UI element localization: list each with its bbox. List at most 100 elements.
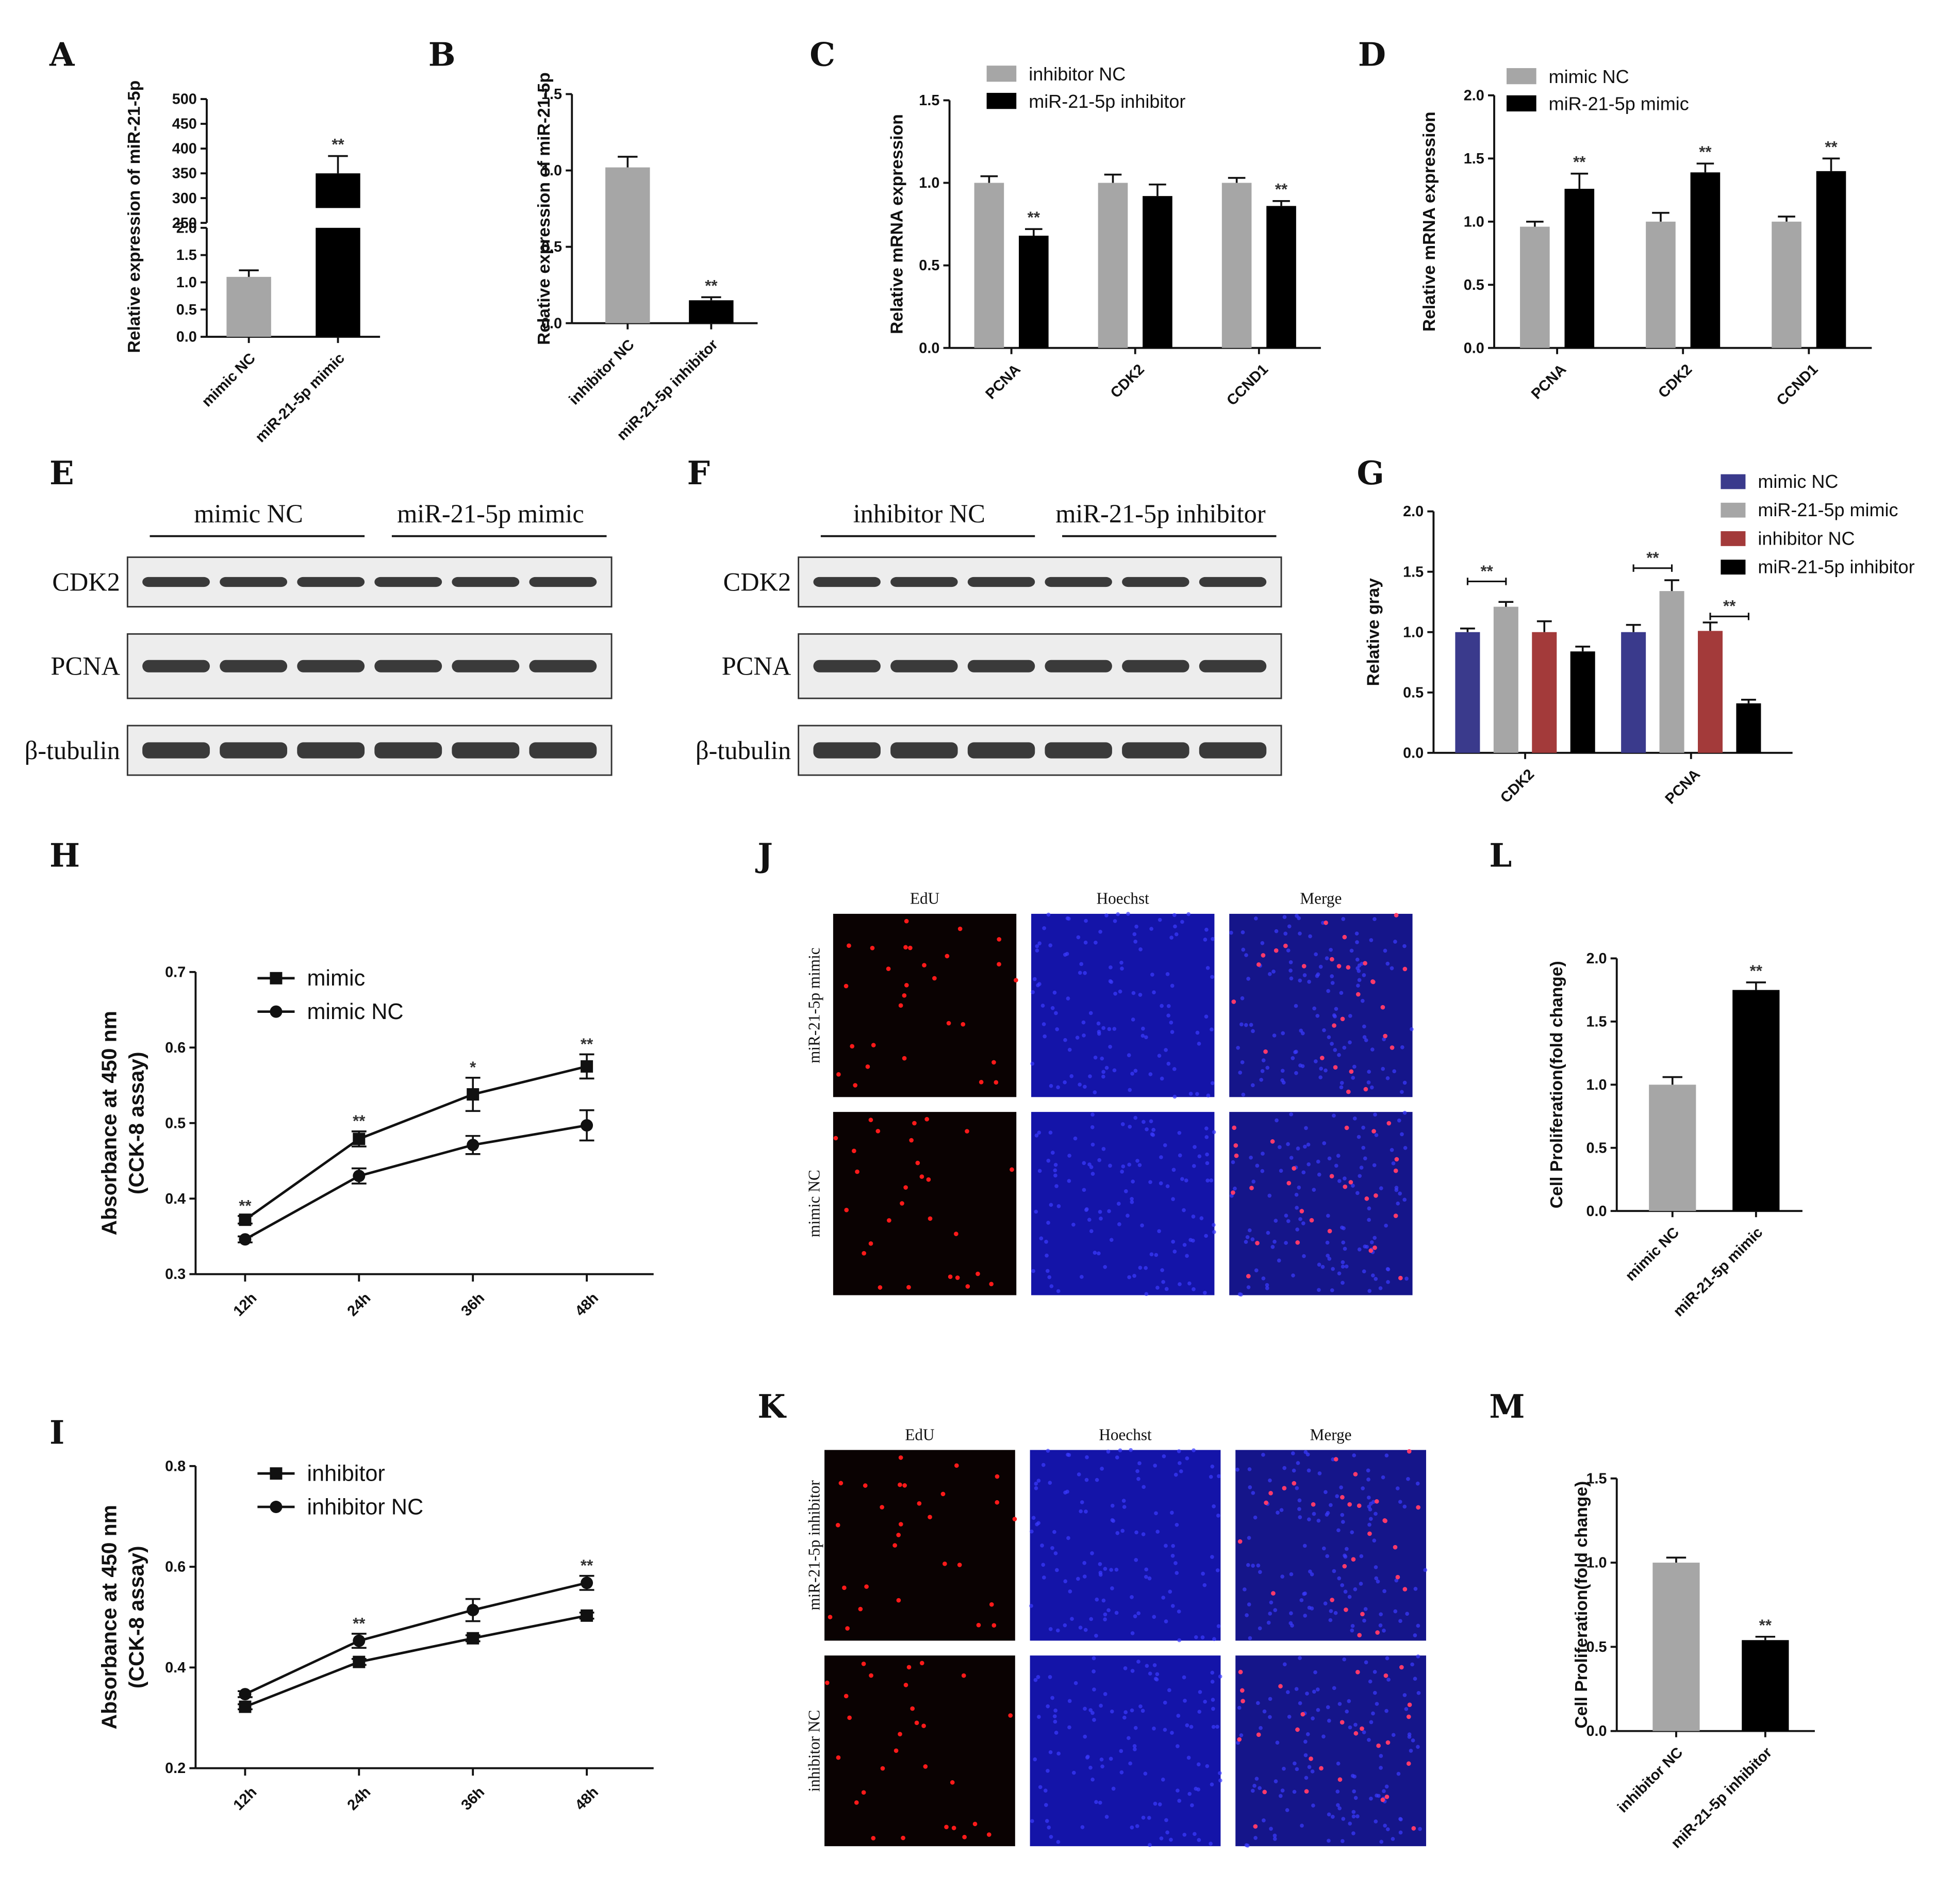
bar-inhibitor-nc-pcna	[1697, 631, 1723, 753]
nucleus-dot	[1359, 1554, 1364, 1558]
legend-label-inhibitor-nc: inhibitor NC	[1029, 63, 1126, 85]
nucleus-dot	[1231, 1160, 1235, 1164]
nucleus-dot	[1363, 1156, 1367, 1161]
nucleus-dot	[1030, 1529, 1034, 1534]
nucleus-dot	[1128, 1761, 1132, 1766]
nucleus-dot	[1155, 1286, 1160, 1290]
bar-inhibitor-nc-pcna	[974, 183, 1004, 348]
nucleus-dot	[1415, 1481, 1420, 1486]
edu-dot	[835, 1523, 840, 1528]
image-tile-merge	[1229, 1112, 1413, 1295]
nucleus-dot	[1118, 989, 1122, 994]
nucleus-dot	[1211, 1706, 1215, 1711]
nucleus-dot	[1176, 1788, 1180, 1793]
nucleus-dot	[1082, 1033, 1086, 1038]
image-tile-edu	[824, 1655, 1015, 1846]
nucleus-dot	[1171, 1168, 1176, 1172]
nucleus-dot	[1205, 1764, 1210, 1768]
nucleus-dot	[1333, 1014, 1337, 1019]
edu-dot	[1363, 961, 1367, 966]
nucleus-dot	[1327, 1812, 1331, 1817]
edu-dot	[1347, 1502, 1352, 1507]
nucleus-dot	[1382, 1037, 1386, 1041]
nucleus-dot	[1332, 1569, 1336, 1573]
edu-dot	[1344, 1125, 1349, 1130]
nucleus-dot	[1173, 924, 1177, 929]
nucleus-dot	[1144, 1567, 1149, 1572]
nucleus-dot	[1361, 1486, 1365, 1490]
nucleus-dot	[1252, 1783, 1256, 1788]
nucleus-dot	[1297, 1507, 1301, 1511]
nucleus-dot	[1337, 1806, 1342, 1811]
y-tick-label: 1.0	[919, 175, 939, 191]
nucleus-dot	[1261, 1058, 1266, 1062]
edu-dot	[844, 983, 849, 989]
y-tick-label: 0.6	[165, 1040, 186, 1056]
nucleus-dot	[1253, 1515, 1258, 1520]
nucleus-dot	[1394, 1578, 1399, 1583]
nucleus-dot	[1370, 1273, 1375, 1278]
nucleus-dot	[1184, 1178, 1188, 1183]
blot-band	[374, 577, 442, 587]
nucleus-dot	[1040, 1544, 1044, 1548]
nucleus-dot	[1341, 1817, 1346, 1821]
y-tick-label: 1.0	[1403, 624, 1424, 641]
nucleus-dot	[1329, 1503, 1333, 1507]
legend-label-inhibitor-nc: inhibitor NC	[1758, 528, 1855, 549]
edu-dot	[1330, 957, 1334, 962]
nucleus-dot	[1238, 1071, 1243, 1075]
edu-dot	[868, 1118, 873, 1122]
nucleus-dot	[1067, 1179, 1071, 1183]
nucleus-dot	[1218, 1675, 1222, 1679]
y-tick-label: 0.5	[176, 302, 197, 318]
nucleus-dot	[1108, 1163, 1112, 1168]
nucleus-dot	[1402, 1197, 1407, 1202]
legend-marker	[270, 1501, 283, 1514]
nucleus-dot	[1334, 1163, 1338, 1168]
nucleus-dot	[1253, 916, 1258, 921]
edu-dot	[1332, 1023, 1336, 1028]
y-tick-label: 250	[172, 215, 197, 232]
edu-dot	[1360, 1726, 1364, 1731]
y-tick-label: 0.8	[165, 1458, 186, 1474]
nucleus-dot	[1368, 1679, 1373, 1684]
edu-dot	[961, 1673, 966, 1678]
nucleus-dot	[1343, 1176, 1347, 1180]
y-tick-label: 0.5	[1403, 684, 1424, 701]
y-tick-label: 1.5	[541, 86, 562, 103]
nucleus-dot	[1233, 1186, 1237, 1191]
edu-dot	[1292, 1481, 1297, 1486]
bar-mimic-nc-cdk2	[1455, 632, 1480, 753]
nucleus-dot	[1168, 1589, 1172, 1594]
legend-label-inhibitor-nc: inhibitor NC	[307, 1495, 423, 1519]
nucleus-dot	[1173, 1561, 1178, 1565]
western-blot-e: mimic NC miR-21-5p mimic CDK2 PCNA β-tubulin	[25, 499, 613, 776]
nucleus-dot	[1312, 1512, 1316, 1516]
edu-dot	[1380, 1797, 1385, 1802]
nucleus-dot	[1284, 1241, 1288, 1245]
nucleus-dot	[1187, 1281, 1192, 1286]
nucleus-dot	[1397, 1118, 1401, 1123]
nucleus-dot	[1110, 1503, 1115, 1508]
nucleus-dot	[1164, 1544, 1168, 1548]
nucleus-dot	[1080, 1825, 1085, 1829]
nucleus-dot	[1204, 1014, 1209, 1019]
nucleus-dot	[1172, 1067, 1177, 1071]
nucleus-dot	[1136, 1476, 1140, 1481]
x-tick-label: CCND1	[1223, 361, 1271, 409]
image-tile-hoechst	[1030, 1450, 1221, 1641]
nucleus-dot	[1114, 1567, 1119, 1572]
nucleus-dot	[1109, 965, 1113, 970]
edu-dot	[997, 937, 1002, 942]
nucleus-dot	[1177, 1130, 1182, 1135]
nucleus-dot	[1151, 1128, 1156, 1132]
edu-dot	[854, 1800, 859, 1805]
nucleus-dot	[1361, 1125, 1365, 1130]
nucleus-dot	[1095, 1478, 1099, 1482]
nucleus-dot	[1083, 940, 1088, 945]
nucleus-dot	[1194, 1635, 1198, 1639]
nucleus-dot	[1368, 1507, 1373, 1512]
edu-dot	[1319, 1766, 1324, 1771]
nucleus-dot	[1274, 1779, 1278, 1783]
